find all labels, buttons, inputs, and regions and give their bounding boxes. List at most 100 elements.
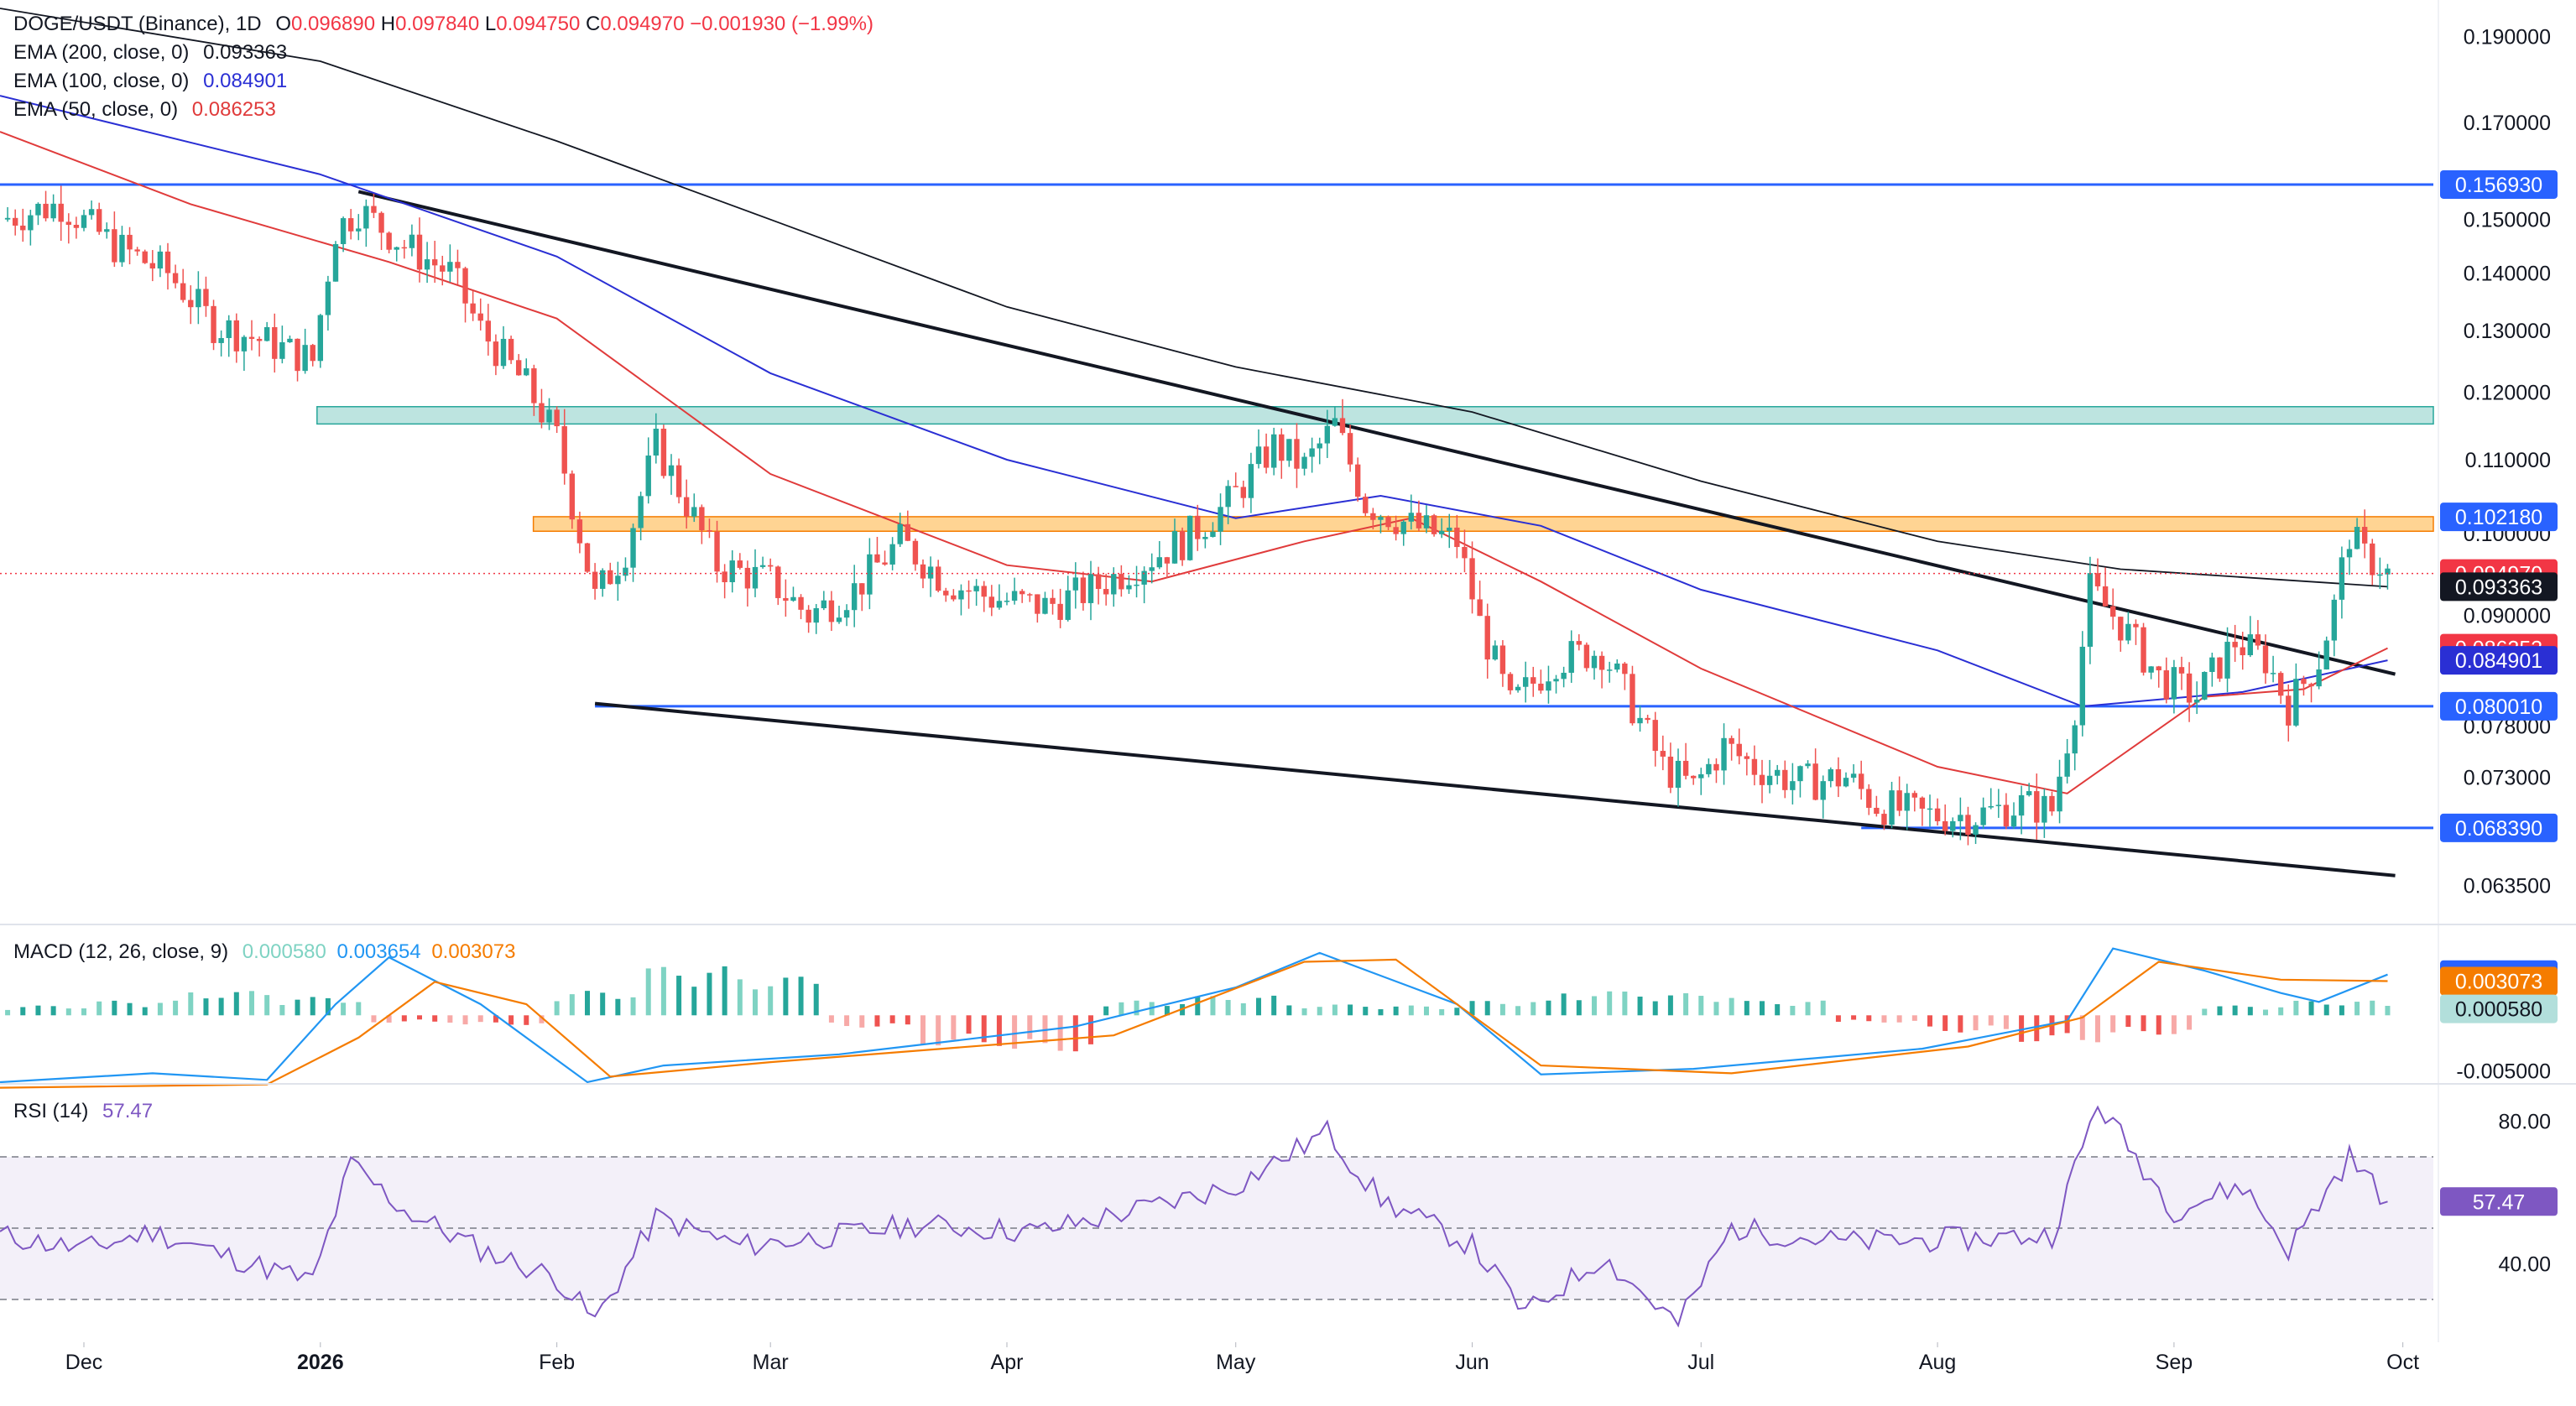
candle[interactable] [1469, 558, 1475, 600]
candle[interactable] [2118, 617, 2124, 641]
candle[interactable] [2109, 606, 2116, 617]
candle[interactable] [1477, 599, 1483, 617]
candle[interactable] [142, 251, 148, 263]
candle[interactable] [630, 528, 636, 568]
zone-teal[interactable] [316, 406, 2434, 425]
candle[interactable] [1606, 669, 1613, 671]
candle[interactable] [1980, 807, 1986, 825]
candle[interactable] [2262, 645, 2269, 674]
candle[interactable] [1736, 743, 1742, 757]
price-pane[interactable] [0, 8, 2434, 877]
candle[interactable] [1576, 641, 1583, 645]
candle[interactable] [1622, 663, 1628, 674]
candle[interactable] [1416, 513, 1422, 529]
candle[interactable] [1186, 515, 1193, 560]
candle[interactable] [1950, 820, 1956, 831]
ema200-legend[interactable]: EMA (200, close, 0) 0.093363 [13, 39, 295, 67]
candle[interactable] [1164, 557, 1171, 564]
macd-legend[interactable]: MACD (12, 26, close, 9) 0.000580 0.00365… [13, 938, 524, 966]
candle[interactable] [584, 543, 591, 572]
candle[interactable] [1423, 515, 1430, 529]
ema50-legend[interactable]: EMA (50, close, 0) 0.086253 [13, 96, 284, 124]
candle[interactable] [1614, 663, 1620, 670]
candle[interactable] [2087, 573, 2094, 647]
candle[interactable] [2156, 666, 2161, 671]
candle[interactable] [607, 570, 613, 585]
candle[interactable] [1171, 531, 1178, 564]
candle[interactable] [4, 217, 11, 220]
candle[interactable] [2361, 527, 2368, 544]
candle[interactable] [1065, 590, 1071, 620]
candle[interactable] [127, 234, 133, 250]
candle[interactable] [386, 232, 392, 250]
candle[interactable] [211, 305, 216, 343]
candle[interactable] [1057, 603, 1063, 620]
candle[interactable] [1072, 577, 1079, 591]
candle[interactable] [1317, 443, 1322, 449]
candle[interactable] [196, 289, 201, 308]
candle[interactable] [1294, 439, 1300, 469]
candle[interactable] [416, 234, 423, 270]
candle[interactable] [279, 341, 285, 359]
candle[interactable] [1706, 763, 1712, 774]
candle[interactable] [2209, 657, 2215, 672]
candle[interactable] [2385, 568, 2391, 575]
candle[interactable] [1195, 515, 1201, 539]
candle[interactable] [1279, 434, 1285, 461]
candle[interactable] [920, 564, 926, 579]
candle[interactable] [363, 206, 369, 229]
candle[interactable] [2224, 642, 2230, 679]
candle[interactable] [737, 560, 743, 568]
candle[interactable] [1324, 425, 1331, 444]
candle[interactable] [943, 591, 949, 596]
rsi-legend[interactable]: RSI (14) 57.47 [13, 1097, 161, 1126]
candle[interactable] [325, 281, 331, 315]
candle[interactable] [775, 566, 781, 598]
candle[interactable] [722, 571, 727, 582]
candle[interactable] [1751, 758, 1758, 775]
candle[interactable] [561, 426, 567, 474]
candle[interactable] [1408, 513, 1415, 522]
candle[interactable] [295, 338, 300, 372]
candle[interactable] [134, 249, 140, 252]
candle[interactable] [2018, 794, 2025, 816]
candle[interactable] [1530, 677, 1536, 684]
candle[interactable] [668, 465, 675, 476]
candle[interactable] [1766, 775, 1773, 785]
candle[interactable] [1660, 751, 1666, 757]
candle[interactable] [1850, 773, 1857, 779]
candle[interactable] [2026, 791, 2032, 795]
candle[interactable] [767, 565, 774, 567]
candle[interactable] [912, 540, 919, 565]
candle[interactable] [347, 218, 354, 232]
candle[interactable] [1828, 768, 1834, 782]
candle[interactable] [2316, 669, 2322, 687]
candle[interactable] [409, 234, 415, 248]
candle[interactable] [2232, 642, 2238, 648]
candle[interactable] [524, 368, 529, 376]
candle[interactable] [1119, 574, 1124, 590]
candle[interactable] [248, 336, 255, 339]
candle[interactable] [1995, 805, 2002, 806]
candle[interactable] [2331, 599, 2338, 641]
candle[interactable] [623, 567, 628, 576]
candle[interactable] [1591, 655, 1598, 669]
candle[interactable] [1515, 686, 1521, 690]
candle[interactable] [1942, 820, 1948, 831]
candle[interactable] [699, 507, 705, 531]
candle[interactable] [592, 571, 598, 589]
candle[interactable] [233, 320, 240, 352]
candle[interactable] [889, 544, 895, 565]
candle[interactable] [813, 607, 819, 623]
candle[interactable] [645, 456, 651, 497]
candle[interactable] [1370, 513, 1376, 520]
candle[interactable] [2339, 557, 2345, 600]
candle[interactable] [1919, 797, 1926, 809]
candle[interactable] [378, 212, 384, 233]
candle[interactable] [1339, 418, 1346, 434]
trendline[interactable] [594, 701, 2396, 877]
zone-orange[interactable] [532, 516, 2434, 533]
candle[interactable] [1270, 434, 1277, 468]
candle[interactable] [1667, 756, 1674, 789]
